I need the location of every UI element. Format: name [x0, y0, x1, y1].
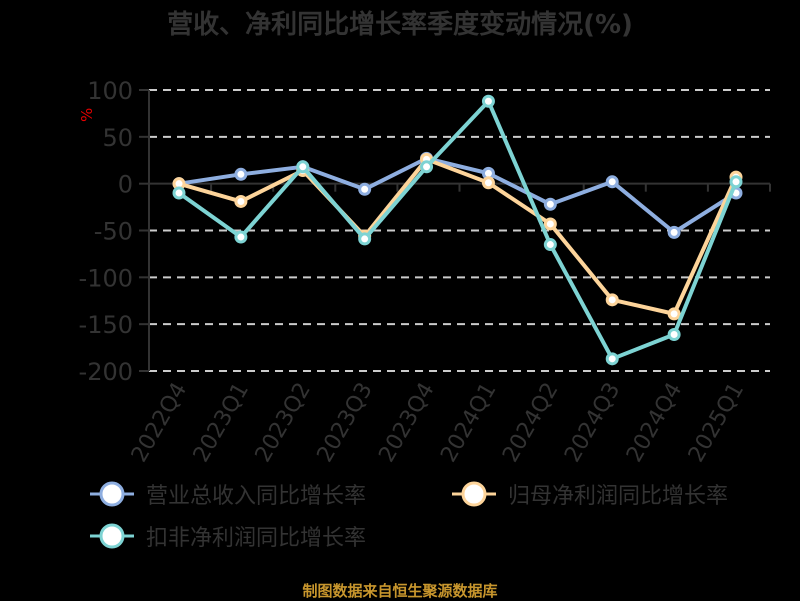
x-tick-label: 2023Q3 [313, 379, 378, 467]
series-1 [172, 152, 743, 321]
legend-item-2[interactable]: 扣非净利润同比增长率 [88, 520, 366, 552]
y-tick-label: -50 [94, 218, 133, 246]
data-point[interactable] [481, 176, 495, 190]
y-tick-label: 50 [102, 124, 133, 152]
source-note: 制图数据来自恒生聚源数据库 [302, 582, 498, 600]
legend-item-1[interactable]: 归母净利润同比增长率 [450, 478, 728, 510]
x-tick-label: 2025Q1 [684, 379, 749, 467]
x-tick-label: 2022Q4 [127, 379, 192, 467]
y-tick-label: 0 [118, 171, 133, 199]
data-point[interactable] [234, 194, 248, 208]
x-tick-label: 2024Q4 [622, 379, 687, 467]
x-tick-label: 2024Q2 [498, 379, 563, 467]
data-point[interactable] [543, 217, 557, 231]
data-point[interactable] [234, 230, 248, 244]
y-tick-label: -200 [79, 358, 133, 386]
data-point[interactable] [543, 197, 557, 211]
legend-marker-icon [90, 481, 134, 507]
series-2 [172, 94, 743, 366]
series-line [178, 156, 738, 235]
data-point[interactable] [605, 293, 619, 307]
legend-marker-icon [90, 523, 134, 549]
x-tick-label: 2023Q4 [374, 379, 439, 467]
data-point[interactable] [543, 238, 557, 252]
x-tick-label: 2024Q3 [560, 379, 625, 467]
data-point[interactable] [296, 160, 310, 174]
y-tick-label: -100 [79, 264, 133, 292]
data-point[interactable] [420, 160, 434, 174]
legend-label: 营业总收入同比增长率 [146, 484, 367, 509]
data-point[interactable] [172, 186, 186, 200]
data-point[interactable] [358, 232, 372, 246]
data-point[interactable] [605, 175, 619, 189]
series-line [178, 157, 738, 316]
series-0 [172, 151, 743, 239]
y-axis: 100 50 0 -50 -100 -150 -200 [79, 77, 150, 386]
x-tick-label: 2023Q1 [189, 379, 254, 467]
data-point[interactable] [234, 167, 248, 181]
x-tick-label: 2023Q2 [251, 379, 316, 467]
x-tick-label: 2024Q1 [436, 379, 501, 467]
series-lines [172, 94, 743, 366]
grid-lines [149, 89, 770, 372]
data-point[interactable] [481, 94, 495, 108]
data-point[interactable] [667, 225, 681, 239]
data-point[interactable] [358, 182, 372, 196]
legend-label: 归母净利润同比增长率 [508, 484, 729, 509]
y-tick-label: 100 [87, 77, 133, 105]
data-point[interactable] [667, 327, 681, 341]
legend-item-0[interactable]: 营业总收入同比增长率 [88, 478, 366, 510]
legend-marker-icon [452, 481, 496, 507]
data-point[interactable] [667, 307, 681, 321]
y-tick-label: -150 [79, 311, 133, 339]
legend-label: 扣非净利润同比增长率 [146, 526, 367, 551]
series-line [177, 99, 738, 361]
chart-title: 营收、净利同比增长率季度变动情况(%) [167, 10, 633, 40]
data-point[interactable] [605, 352, 619, 366]
data-point[interactable] [729, 175, 743, 189]
